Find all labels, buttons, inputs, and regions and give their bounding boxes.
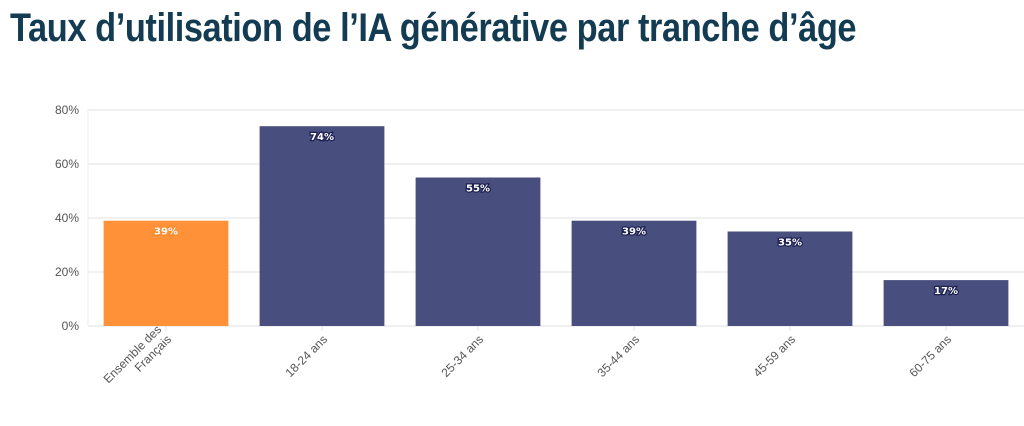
bar: [727, 231, 853, 326]
bar: [571, 220, 697, 326]
y-tick-label: 80%: [55, 103, 79, 117]
data-label: 55%: [466, 184, 490, 195]
x-tick-label: 60-75 ans: [906, 332, 954, 380]
x-tick-label: 18-24 ans: [282, 332, 330, 380]
y-tick-label: 0%: [62, 319, 80, 333]
data-label: 35%: [778, 238, 802, 249]
y-tick-label: 60%: [55, 157, 79, 171]
data-label: 17%: [934, 286, 958, 297]
x-tick-label: 35-44 ans: [594, 332, 642, 380]
gridlines: [87, 109, 1024, 327]
chart-title: Taux d’utilisation de l’IA générative pa…: [10, 6, 857, 50]
x-tick-label: 45-59 ans: [750, 332, 798, 380]
bar: [415, 177, 541, 326]
bar: [259, 126, 385, 326]
data-labels: 39% 74% 55% 39% 35% 17%: [153, 131, 959, 298]
y-tick-label: 40%: [55, 211, 79, 225]
data-label: 39%: [154, 227, 178, 238]
y-tick-label: 20%: [55, 265, 79, 279]
data-label: 39%: [622, 227, 646, 238]
y-axis: 0% 20% 40% 60% 80%: [55, 103, 79, 333]
x-axis: Ensemble desFrançais 18-24 ans 25-34 ans 35…: [101, 322, 955, 396]
bar: [103, 220, 229, 326]
bar: [883, 280, 1009, 326]
data-label: 74%: [310, 132, 334, 143]
x-tick-label: 25-34 ans: [438, 332, 486, 380]
x-tick-label: Ensemble desFrançais: [101, 322, 175, 396]
bars: [103, 126, 1009, 326]
